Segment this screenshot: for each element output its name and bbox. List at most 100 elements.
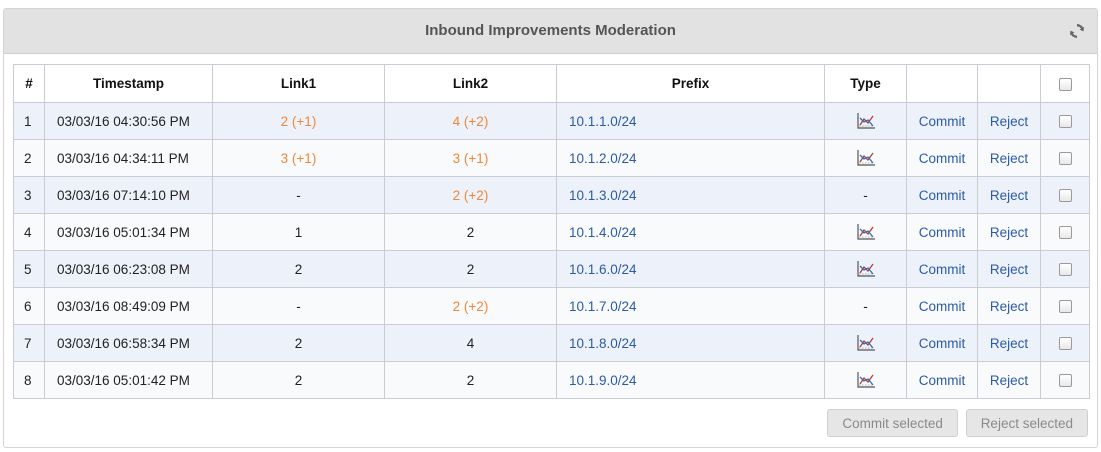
row-checkbox[interactable] <box>1058 115 1072 129</box>
reject-link[interactable]: Reject <box>989 113 1029 129</box>
prefix-link[interactable]: 10.1.2.0/24 <box>569 150 637 166</box>
row-select-cell <box>1040 139 1090 177</box>
commit-link[interactable]: Commit <box>918 261 966 277</box>
row-reject-cell: Reject <box>977 287 1041 325</box>
reject-link[interactable]: Reject <box>989 187 1029 203</box>
row-link1: 2 <box>212 324 385 362</box>
row-timestamp: 03/03/16 05:01:42 PM <box>44 361 213 399</box>
chart-icon[interactable] <box>856 260 876 278</box>
row-commit-cell: Commit <box>906 287 978 325</box>
row-link1: 1 <box>212 213 385 251</box>
row-checkbox[interactable] <box>1058 263 1072 277</box>
table-row: 8 03/03/16 05:01:42 PM 2 2 10.1.9.0/24 Commit… <box>13 361 1090 399</box>
reject-link[interactable]: Reject <box>989 335 1029 351</box>
reject-link[interactable]: Reject <box>989 298 1029 314</box>
reject-selected-button[interactable]: Reject selected <box>965 409 1088 437</box>
commit-selected-button[interactable]: Commit selected <box>827 409 958 437</box>
prefix-link[interactable]: 10.1.4.0/24 <box>569 224 637 240</box>
chart-icon[interactable] <box>856 371 876 389</box>
prefix-link[interactable]: 10.1.3.0/24 <box>569 187 637 203</box>
header-timestamp: Timestamp <box>44 64 213 103</box>
row-timestamp: 03/03/16 08:49:09 PM <box>44 287 213 325</box>
chart-icon[interactable] <box>856 334 876 352</box>
table-row: 3 03/03/16 07:14:10 PM -2 (+2) 10.1.3.0/24-… <box>13 176 1090 214</box>
row-prefix-cell: 10.1.3.0/24 <box>556 176 825 214</box>
row-link2: 3 (+1) <box>384 139 557 177</box>
commit-link[interactable]: Commit <box>918 113 966 129</box>
row-link1: 2 <box>212 361 385 399</box>
row-type: - <box>824 176 907 214</box>
prefix-link[interactable]: 10.1.8.0/24 <box>569 335 637 351</box>
row-commit-cell: Commit <box>906 176 978 214</box>
row-num: 7 <box>13 324 45 362</box>
type-value: - <box>863 298 868 314</box>
row-link2: 2 (+2) <box>384 176 557 214</box>
header-select-all <box>1040 64 1090 103</box>
reject-link[interactable]: Reject <box>989 150 1029 166</box>
reject-link[interactable]: Reject <box>989 224 1029 240</box>
row-type: - <box>824 287 907 325</box>
header-prefix: Prefix <box>556 64 825 103</box>
commit-link[interactable]: Commit <box>918 298 966 314</box>
row-num: 1 <box>13 102 45 140</box>
row-checkbox[interactable] <box>1058 300 1072 314</box>
row-checkbox[interactable] <box>1058 152 1072 166</box>
commit-link[interactable]: Commit <box>918 187 966 203</box>
panel-header: Inbound Improvements Moderation <box>4 9 1097 54</box>
row-type <box>824 102 907 140</box>
reject-link[interactable]: Reject <box>989 372 1029 388</box>
row-checkbox[interactable] <box>1058 337 1072 351</box>
commit-link[interactable]: Commit <box>918 372 966 388</box>
row-link1: 2 <box>212 250 385 288</box>
row-link1: - <box>212 176 385 214</box>
chart-icon[interactable] <box>856 112 876 130</box>
row-timestamp: 03/03/16 06:58:34 PM <box>44 324 213 362</box>
row-link2: 2 (+2) <box>384 287 557 325</box>
row-link2: 4 (+2) <box>384 102 557 140</box>
table-row: 6 03/03/16 08:49:09 PM -2 (+2) 10.1.7.0/24-… <box>13 287 1090 325</box>
table-row: 4 03/03/16 05:01:34 PM 1 2 10.1.4.0/24 Commit… <box>13 213 1090 251</box>
row-prefix-cell: 10.1.6.0/24 <box>556 250 825 288</box>
prefix-link[interactable]: 10.1.7.0/24 <box>569 298 637 314</box>
row-timestamp: 03/03/16 05:01:34 PM <box>44 213 213 251</box>
reject-link[interactable]: Reject <box>989 261 1029 277</box>
prefix-link[interactable]: 10.1.1.0/24 <box>569 113 637 129</box>
table-header-row: # Timestamp Link1 Link2 Prefix Type <box>13 64 1090 103</box>
row-commit-cell: Commit <box>906 250 978 288</box>
table-row: 2 03/03/16 04:34:11 PM 3 (+1) 3 (+1) 10.1.2.… <box>13 139 1090 177</box>
chart-icon[interactable] <box>856 223 876 241</box>
chart-icon[interactable] <box>856 149 876 167</box>
header-link1: Link1 <box>212 64 385 103</box>
row-num: 8 <box>13 361 45 399</box>
row-checkbox[interactable] <box>1058 189 1072 203</box>
row-checkbox[interactable] <box>1058 374 1072 388</box>
moderation-table: # Timestamp Link1 Link2 Prefix Type 1 03/… <box>13 64 1090 399</box>
table-row: 5 03/03/16 06:23:08 PM 2 2 10.1.6.0/24 Commit… <box>13 250 1090 288</box>
commit-link[interactable]: Commit <box>918 224 966 240</box>
prefix-link[interactable]: 10.1.9.0/24 <box>569 372 637 388</box>
header-link2: Link2 <box>384 64 557 103</box>
table-row: 7 03/03/16 06:58:34 PM 2 4 10.1.8.0/24 Commit… <box>13 324 1090 362</box>
row-link2: 2 <box>384 250 557 288</box>
row-num: 4 <box>13 213 45 251</box>
row-link2: 4 <box>384 324 557 362</box>
row-timestamp: 03/03/16 04:34:11 PM <box>44 139 213 177</box>
row-select-cell <box>1040 102 1090 140</box>
row-link1: 2 (+1) <box>212 102 385 140</box>
table-body: 1 03/03/16 04:30:56 PM 2 (+1) 4 (+2) 10.1.1.… <box>13 102 1090 399</box>
refresh-icon[interactable] <box>1069 23 1085 39</box>
prefix-link[interactable]: 10.1.6.0/24 <box>569 261 637 277</box>
row-num: 2 <box>13 139 45 177</box>
row-link1: - <box>212 287 385 325</box>
row-link2: 2 <box>384 213 557 251</box>
select-all-checkbox[interactable] <box>1058 77 1072 91</box>
commit-link[interactable]: Commit <box>918 335 966 351</box>
row-prefix-cell: 10.1.1.0/24 <box>556 102 825 140</box>
commit-link[interactable]: Commit <box>918 150 966 166</box>
row-reject-cell: Reject <box>977 324 1041 362</box>
header-type: Type <box>824 64 907 103</box>
type-value: - <box>863 187 868 203</box>
row-checkbox[interactable] <box>1058 226 1072 240</box>
row-prefix-cell: 10.1.2.0/24 <box>556 139 825 177</box>
row-num: 3 <box>13 176 45 214</box>
